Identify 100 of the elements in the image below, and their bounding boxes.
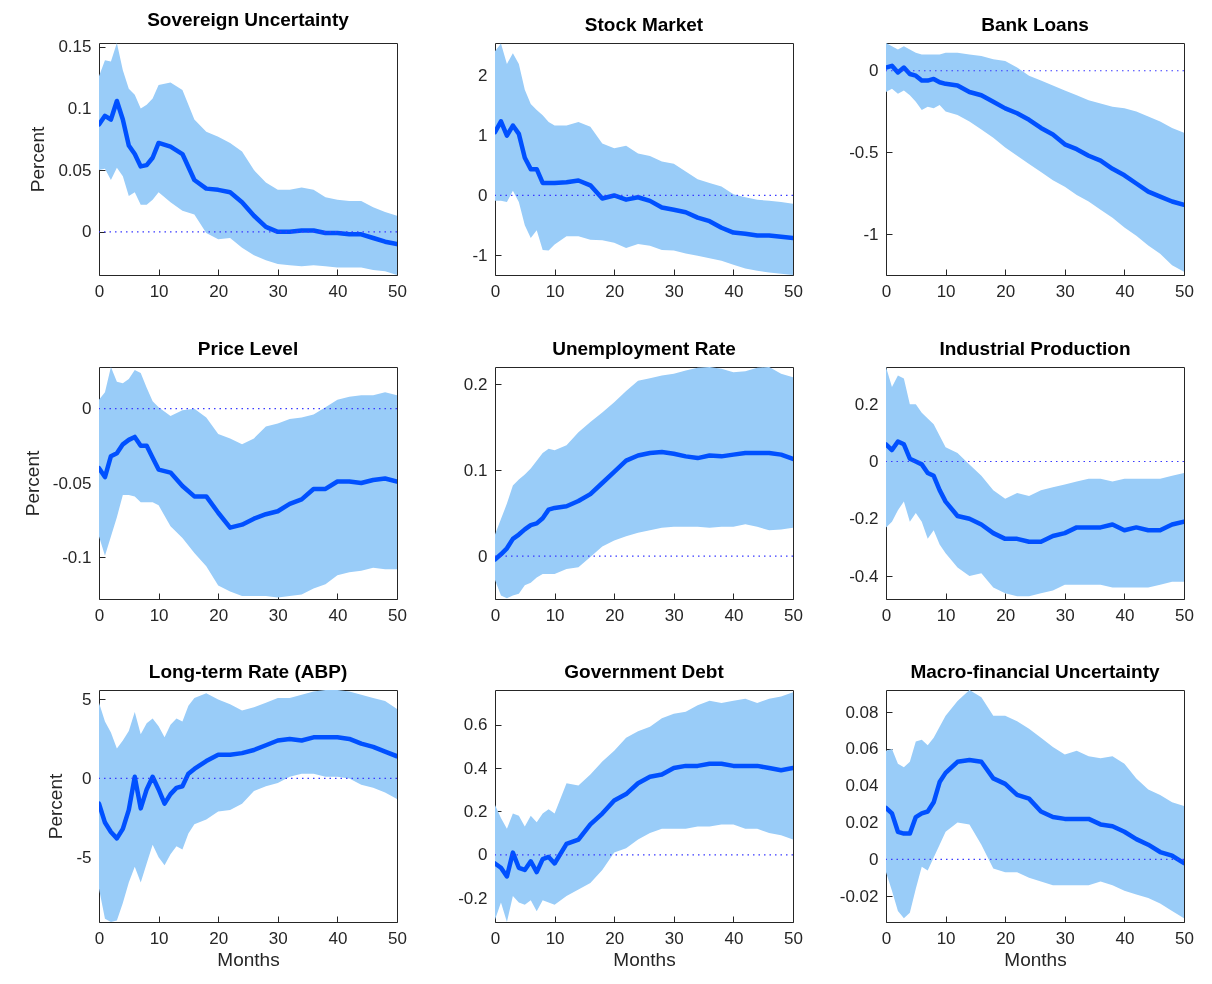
x-tick-label: 40: [1115, 605, 1135, 625]
y-tick-label: 0.2: [854, 394, 879, 414]
x-tick-label: 10: [936, 281, 956, 301]
x-tick-label: 30: [664, 605, 684, 625]
y-tick-label: 0.2: [463, 374, 488, 394]
chart-title: Long-term Rate (ABP): [148, 661, 348, 682]
y-axis-title: Percent: [21, 450, 43, 517]
y-tick-label: -0.2: [849, 509, 879, 529]
line-series: [495, 761, 793, 879]
x-tick-label: 30: [664, 281, 684, 301]
chart-title: Price Level: [197, 338, 299, 359]
y-axis-title: Percent: [27, 126, 49, 193]
y-tick-label: 0: [82, 768, 92, 788]
y-tick-label: 0: [478, 546, 488, 566]
line-series: [495, 119, 793, 241]
x-tick-label: 20: [209, 605, 229, 625]
x-tick-label: 10: [545, 605, 565, 625]
x-tick-label: 50: [784, 281, 803, 301]
y-tick-label: 0.05: [58, 160, 92, 180]
chart-title: Macro-financial Uncertainty: [910, 661, 1161, 682]
x-tick-label: 20: [605, 928, 625, 948]
y-tick-label: -0.2: [458, 888, 488, 908]
line-series: [886, 63, 1184, 207]
x-tick-label: 20: [996, 605, 1016, 625]
line-series: [99, 98, 397, 247]
x-tick-label: 40: [328, 605, 348, 625]
y-tick-label: 0.4: [463, 758, 488, 778]
x-tick-label: 30: [268, 281, 288, 301]
x-tick-label: 20: [996, 928, 1016, 948]
y-tick-label: 0.08: [845, 702, 879, 722]
y-tick-label: -1: [472, 245, 488, 265]
x-tick-label: 20: [996, 281, 1016, 301]
y-tick-label: 0.04: [845, 776, 879, 796]
x-tick-label: 50: [388, 928, 407, 948]
x-tick-label: 30: [268, 605, 288, 625]
x-tick-label: 50: [388, 605, 407, 625]
x-tick-label: 50: [388, 281, 407, 301]
y-tick-label: -1: [863, 224, 879, 244]
y-tick-label: 0.2: [463, 801, 488, 821]
x-tick-label: 50: [1175, 928, 1194, 948]
chart-title: Unemployment Rate: [552, 338, 736, 359]
y-tick-label: 0: [478, 185, 488, 205]
x-tick-label: 30: [268, 928, 288, 948]
x-axis-title: Months: [1004, 948, 1067, 970]
y-tick-label: 5: [82, 689, 92, 709]
x-axis-title: Months: [613, 948, 676, 970]
x-tick-label: 50: [1175, 281, 1194, 301]
chart-title: Sovereign Uncertainty: [147, 8, 350, 30]
line-series: [99, 735, 397, 841]
x-tick-label: 10: [936, 605, 956, 625]
x-tick-label: 20: [209, 928, 229, 948]
y-tick-label: 0.02: [845, 813, 879, 833]
line-series: [886, 757, 1184, 866]
y-tick-label: 0.15: [58, 37, 92, 57]
y-tick-label: 0: [82, 222, 92, 242]
x-tick-label: 40: [328, 928, 348, 948]
x-tick-label: 10: [149, 605, 169, 625]
chart-title: Government Debt: [564, 661, 725, 682]
line-series: [495, 449, 793, 562]
y-tick-label: 0: [869, 452, 879, 472]
line-series: [886, 439, 1184, 544]
x-tick-label: 30: [664, 928, 684, 948]
x-tick-label: 20: [605, 605, 625, 625]
y-tick-label: 0: [869, 849, 879, 869]
chart-title: Bank Loans: [981, 14, 1089, 35]
y-axis-title: Percent: [45, 773, 67, 840]
x-tick-label: 10: [545, 281, 565, 301]
y-tick-label: 2: [478, 66, 488, 86]
y-tick-label: -5: [76, 847, 92, 867]
y-tick-label: 0: [869, 61, 879, 81]
x-tick-label: 10: [149, 928, 169, 948]
y-tick-label: 0: [82, 399, 92, 419]
y-tick-label: 0.1: [67, 98, 92, 118]
x-tick-label: 40: [1115, 928, 1135, 948]
x-tick-label: 40: [724, 928, 744, 948]
x-tick-label: 40: [1115, 281, 1135, 301]
line-series: [99, 434, 397, 530]
x-tick-label: 50: [784, 928, 803, 948]
y-tick-label: -0.05: [52, 473, 92, 493]
chart-title: Stock Market: [584, 14, 704, 35]
x-tick-label: 10: [149, 281, 169, 301]
y-tick-label: 1: [478, 126, 488, 146]
y-tick-label: 0.1: [463, 460, 488, 480]
x-tick-label: 40: [328, 281, 348, 301]
x-tick-label: 30: [1055, 605, 1075, 625]
x-tick-label: 50: [784, 605, 803, 625]
x-tick-label: 30: [1055, 928, 1075, 948]
y-tick-label: -0.1: [62, 547, 92, 567]
x-tick-label: 30: [1055, 281, 1075, 301]
chart-title: Industrial Production: [939, 338, 1131, 359]
y-tick-label: -0.5: [849, 142, 879, 162]
x-tick-label: 20: [209, 281, 229, 301]
x-tick-label: 40: [724, 281, 744, 301]
y-tick-label: 0: [478, 845, 488, 865]
x-tick-label: 20: [605, 281, 625, 301]
y-tick-label: -0.02: [839, 886, 879, 906]
y-tick-label: 0.06: [845, 739, 879, 759]
y-tick-label: 0.6: [463, 715, 488, 735]
x-tick-label: 40: [724, 605, 744, 625]
x-tick-label: 10: [936, 928, 956, 948]
